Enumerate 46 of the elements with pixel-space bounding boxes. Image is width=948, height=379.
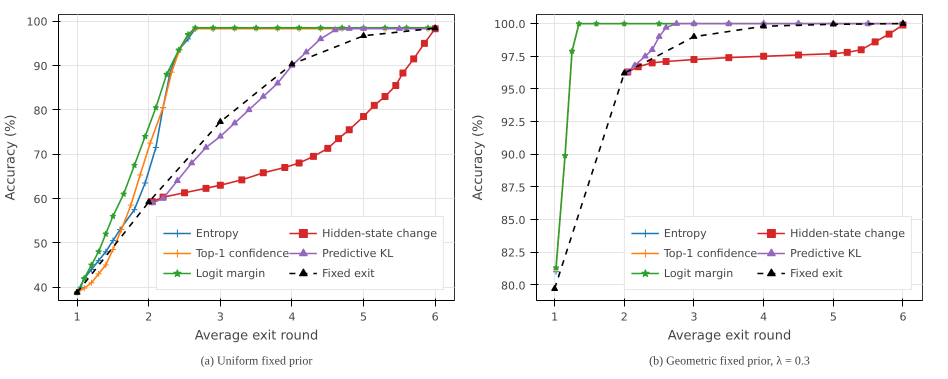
y-tick-label: 95.0 [501,83,526,96]
x-tick-label: 5 [360,310,368,324]
y-tick-label: 97.5 [501,50,526,64]
x-tick-label: 3 [216,310,224,324]
x-axis-title: Average exit round [194,328,318,344]
text: (a) Uniform fixed prior [200,354,312,368]
x-tick-label: 2 [620,310,628,324]
legend-label: Predictive KL [790,246,862,260]
legend-label: Fixed exit [322,266,375,280]
x-tick-label: 4 [760,310,768,324]
y-tick-label: 100 [26,16,48,29]
y-tick-label: 80.0 [501,279,526,292]
y-tick-label: 100.0 [494,18,526,32]
x-tick-label: 6 [899,310,906,324]
legend-label: Fixed exit [790,266,843,280]
y-tick-label: 70 [34,148,48,162]
y-axis-title: Accuracy (%) [471,114,486,200]
x-tick-label: 1 [551,310,558,324]
legend-label: Hidden-state change [322,226,437,240]
y-tick-label: 90 [34,60,48,73]
legend-label: Logit margin [196,266,266,280]
legend-label: Entropy [664,226,707,240]
legend-label: Entropy [196,226,239,240]
legend-label: Predictive KL [322,246,394,260]
x-tick-label: 4 [288,310,296,324]
y-tick-label: 90.0 [501,148,526,162]
y-tick-label: 92.5 [501,116,526,130]
legend-label: Logit margin [664,266,734,280]
y-tick-label: 80 [34,104,48,118]
x-tick-label: 2 [145,310,152,324]
text: (b) Geometric fixed prior, λ = 0.3 [649,354,810,368]
x-axis-title: Average exit round [668,328,792,344]
x-tick-label: 6 [432,310,439,324]
x-tick-label: 3 [690,310,698,324]
y-axis-title: Accuracy (%) [4,114,19,200]
x-tick-label: 5 [830,310,837,324]
y-tick-label: 40 [34,282,48,295]
y-tick-label: 60 [34,193,48,206]
legend-label: Hidden-state change [790,226,905,240]
y-tick-label: 85.0 [501,214,526,228]
x-tick-label: 1 [74,310,81,324]
legend-label: Top-1 confidence [664,246,758,260]
y-tick-label: 50 [34,237,48,250]
y-tick-label: 87.5 [501,181,526,194]
legend-label: Top-1 confidence [196,246,290,260]
y-tick-label: 82.5 [501,246,526,260]
